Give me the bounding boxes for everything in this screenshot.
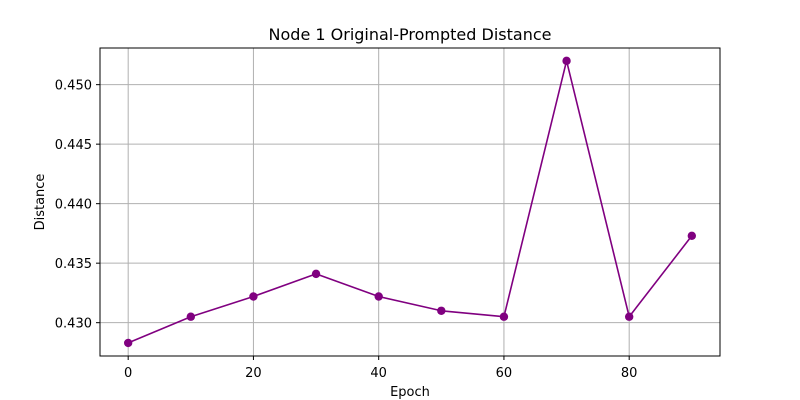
data-point (249, 292, 258, 301)
plot-frame (99, 47, 721, 357)
x-tick-label: 0 (124, 366, 132, 381)
y-tick-label: 0.440 (55, 198, 92, 213)
x-tick-label: 80 (621, 366, 638, 381)
y-tick-label: 0.430 (55, 317, 92, 332)
data-point (374, 292, 383, 301)
x-tick-label: 40 (370, 366, 387, 381)
grid (100, 48, 720, 356)
data-point (186, 312, 196, 321)
x-tick-label: 20 (245, 366, 262, 381)
x-axis-label: Epoch (390, 385, 430, 400)
data-point (624, 312, 634, 321)
y-tick-label: 0.435 (55, 257, 92, 272)
chart-title: Node 1 Original-Prompted Distance (269, 25, 552, 44)
data-point (687, 231, 697, 240)
y-axis-label: Distance (33, 174, 48, 231)
axis-ticks: 0 20 40 60 80 0.430 0.435 0.440 0.445 0.450 (55, 79, 638, 381)
series-line (127, 60, 693, 344)
data-point (499, 312, 509, 321)
data-point (311, 269, 321, 279)
x-tick-label: 60 (496, 366, 513, 381)
series-layer (123, 56, 697, 348)
y-tick-label: 0.445 (55, 138, 92, 153)
y-tick-label: 0.450 (55, 79, 92, 94)
data-point (437, 306, 446, 315)
data-point (562, 56, 571, 66)
data-point (123, 338, 133, 348)
